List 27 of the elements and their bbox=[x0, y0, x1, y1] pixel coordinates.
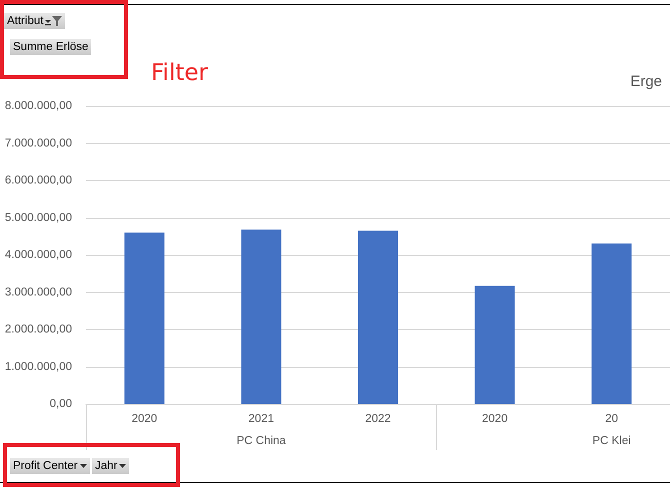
bar bbox=[241, 230, 282, 404]
y-tick-label: 8.000.000,00 bbox=[4, 100, 72, 112]
y-tick-label: 4.000.000,00 bbox=[4, 249, 72, 261]
x-tick-label: 2020 bbox=[482, 413, 508, 425]
bar bbox=[474, 286, 515, 404]
bar bbox=[124, 232, 164, 404]
y-tick-label: 3.000.000,00 bbox=[4, 286, 72, 298]
y-tick-label: 2.000.000,00 bbox=[4, 324, 72, 336]
x-tick-label: 2020 bbox=[132, 413, 158, 425]
x-tick-label: 2021 bbox=[248, 413, 274, 425]
field-button: Attribut bbox=[4, 13, 66, 29]
text: PC Klei bbox=[592, 435, 631, 447]
bar bbox=[592, 243, 632, 404]
y-tick-label: 1.000.000,00 bbox=[4, 360, 72, 373]
y-tick-label: 7.000.000,00 bbox=[4, 137, 72, 150]
field-button: Jahr bbox=[92, 458, 130, 474]
y-tick-label: 6.000.000,00 bbox=[4, 174, 72, 186]
field-button: Summe Erlöse bbox=[10, 39, 92, 55]
field-button: Profit Center bbox=[10, 458, 90, 474]
y-tick-label: 5.000.000,00 bbox=[4, 212, 72, 224]
x-tick-label: 2022 bbox=[365, 413, 391, 425]
note-text: Filter bbox=[151, 60, 208, 86]
y-tick-label: 0,00 bbox=[50, 398, 72, 410]
chart-title: Erge bbox=[630, 73, 662, 90]
text: PC China bbox=[236, 435, 286, 447]
x-tick-label: 20 bbox=[605, 413, 618, 425]
bar bbox=[358, 230, 398, 404]
